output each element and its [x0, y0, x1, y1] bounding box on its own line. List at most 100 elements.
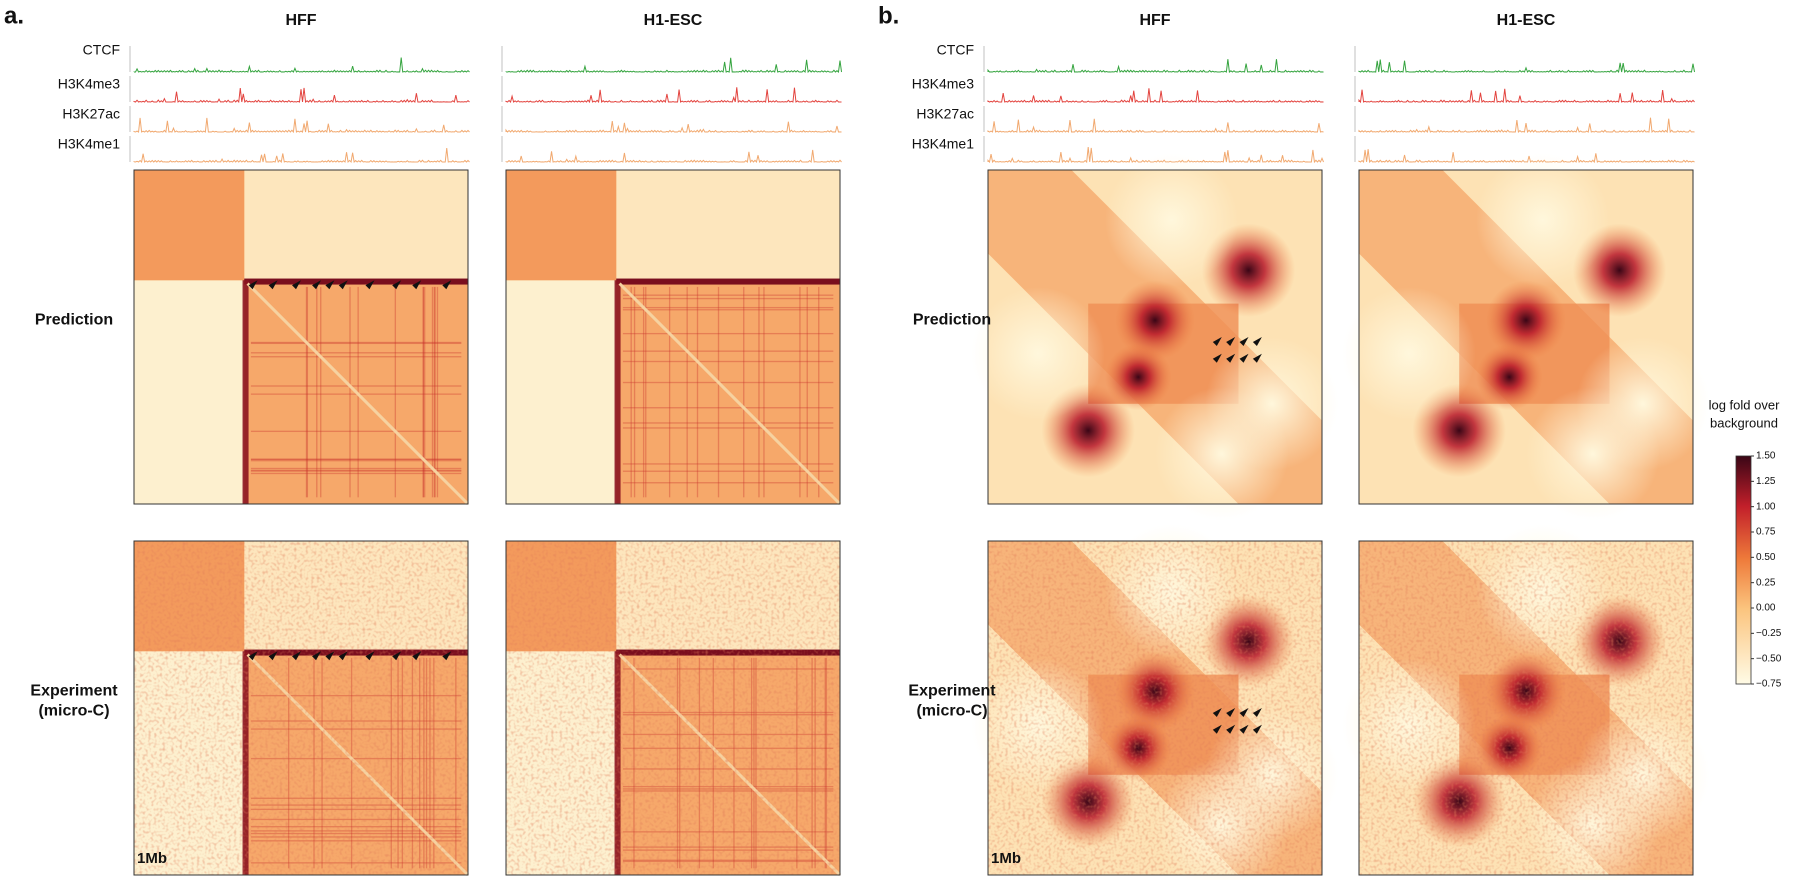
- arrowhead: [1252, 708, 1262, 717]
- colorbar-tick-label: 0.75: [1756, 527, 1776, 538]
- arrowhead: [392, 280, 402, 290]
- contact-map: [133, 169, 470, 506]
- contact-map: [971, 524, 1339, 880]
- map-region: [134, 280, 245, 504]
- map-blob: [1104, 343, 1172, 411]
- map-region: [436, 286, 439, 498]
- map-region: [622, 309, 834, 311]
- map-region: [305, 286, 308, 498]
- diagonal: [618, 282, 842, 506]
- panel-label: b.: [878, 2, 899, 29]
- arrowhead: [312, 651, 322, 661]
- track-signal: [505, 120, 842, 134]
- map-region: [320, 286, 322, 498]
- map-region: [686, 286, 688, 498]
- panel-label: a.: [4, 2, 24, 29]
- track-signal: [133, 117, 470, 134]
- diagonal: [246, 282, 470, 506]
- map-region: [642, 286, 645, 498]
- map-region: [423, 286, 426, 498]
- map-frame: [987, 169, 1323, 505]
- arrowhead: [442, 651, 452, 661]
- colorbar-tick-label: −0.50: [1756, 653, 1782, 664]
- map-frame: [505, 169, 841, 505]
- track-label: H3K4me3: [912, 76, 974, 92]
- map-pale: [1155, 387, 1289, 521]
- map-region: [622, 350, 834, 352]
- arrowhead: [365, 280, 375, 290]
- map-blob: [1475, 343, 1543, 411]
- map-frame: [987, 540, 1323, 876]
- colorbar-tick-label: 1.00: [1756, 501, 1776, 512]
- map-region: [434, 286, 436, 498]
- map-region: [250, 458, 462, 461]
- map-region: [622, 297, 834, 300]
- track-label: H3K4me1: [912, 136, 974, 152]
- arrowhead: [412, 651, 422, 661]
- map-region: [616, 278, 840, 285]
- arrowhead: [1226, 724, 1236, 734]
- map-region: [622, 332, 834, 335]
- map-noise: [1359, 541, 1693, 875]
- map-region: [244, 278, 468, 285]
- row-label: (micro-C): [916, 703, 987, 720]
- map-region: [668, 286, 671, 498]
- arrowhead: [442, 280, 452, 290]
- row-label: Prediction: [35, 312, 113, 329]
- arrowhead: [248, 651, 258, 661]
- map-blob: [1114, 280, 1196, 361]
- scale-bar: 1Mb: [137, 850, 167, 867]
- map-region: [250, 467, 462, 470]
- column-title: HFF: [1139, 12, 1170, 29]
- map-region: [250, 356, 462, 358]
- map-region: [622, 407, 834, 409]
- map-pale: [971, 286, 1105, 421]
- track-signal: [1358, 117, 1695, 134]
- map-pale: [1342, 286, 1476, 421]
- track-signal: [987, 118, 1324, 134]
- track-label: CTCF: [937, 42, 974, 58]
- map-region: [633, 286, 636, 498]
- contact-map: [505, 540, 842, 877]
- track-label: H3K4me1: [58, 136, 120, 152]
- arrowhead: [1252, 337, 1262, 346]
- map-region: [622, 294, 834, 296]
- map-region: [250, 430, 462, 433]
- contact-map: [1342, 524, 1710, 880]
- arrowhead: [1239, 353, 1249, 363]
- map-region: [422, 286, 424, 498]
- map-region: [630, 286, 632, 498]
- track-signal: [133, 147, 470, 164]
- track-label: H3K27ac: [62, 106, 120, 122]
- map-region: [758, 286, 760, 498]
- track-signal: [1358, 59, 1696, 74]
- arrowhead: [268, 280, 278, 290]
- row-label: Experiment: [30, 683, 118, 700]
- map-region: [250, 341, 462, 344]
- arrowhead: [392, 651, 402, 661]
- map-pale: [1526, 387, 1660, 521]
- colorbar-tick-label: 1.50: [1756, 451, 1776, 462]
- map-region: [422, 286, 425, 498]
- colorbar-title: log fold over: [1709, 397, 1780, 412]
- map-pale: [1104, 153, 1239, 287]
- contact-map: [505, 169, 842, 506]
- map-noise: [506, 541, 840, 875]
- contact-map: [971, 153, 1339, 521]
- map-region: [349, 286, 351, 498]
- track-label: H3K4me3: [58, 76, 120, 92]
- track-signal: [1358, 88, 1695, 104]
- map-region: [763, 286, 765, 498]
- map-region: [622, 482, 834, 484]
- map-region: [250, 352, 462, 354]
- arrowhead: [1212, 353, 1222, 363]
- row-label: Prediction: [913, 312, 991, 329]
- arrowhead: [1212, 337, 1222, 346]
- map-frame: [1358, 169, 1694, 505]
- arrowhead: [1239, 724, 1249, 734]
- arrowhead: [338, 651, 348, 661]
- map-frame: [133, 169, 469, 505]
- arrowhead: [338, 280, 348, 290]
- arrowhead: [1226, 353, 1236, 363]
- track-signal: [987, 88, 1324, 104]
